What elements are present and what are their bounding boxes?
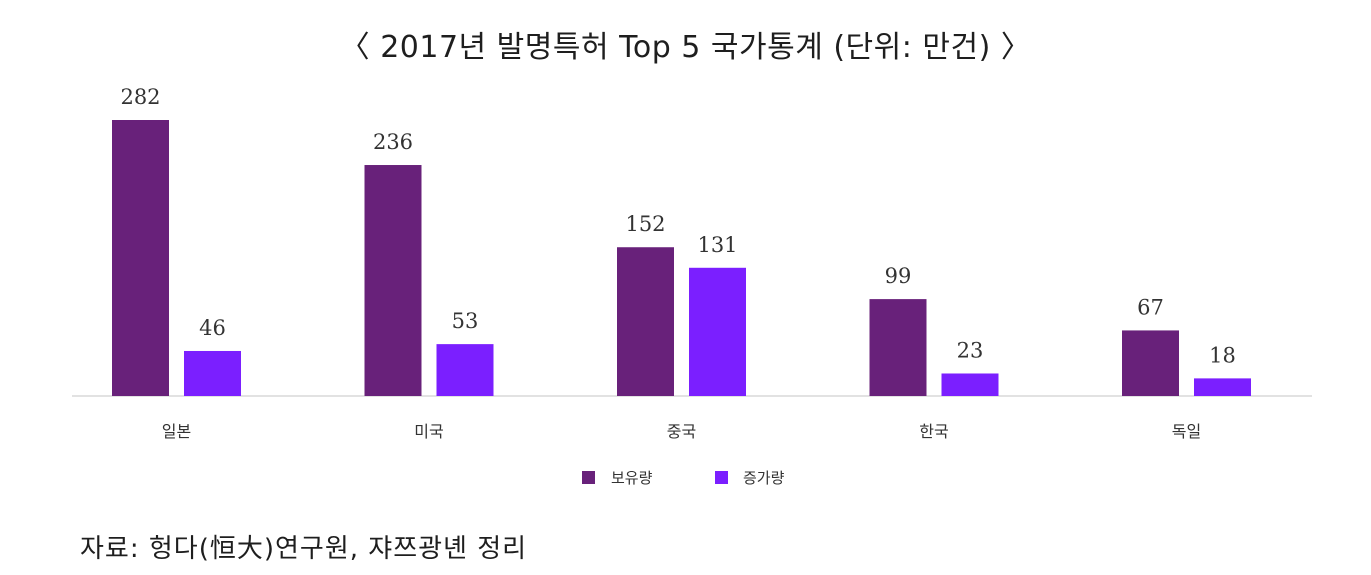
category-label: 중국 xyxy=(667,422,696,441)
bar-holding-0 xyxy=(112,120,169,396)
category-labels-group: 일본 미국 중국 한국 독일 xyxy=(162,422,1201,441)
value-label: 53 xyxy=(452,309,479,333)
value-label: 152 xyxy=(625,212,665,236)
category-label: 일본 xyxy=(162,422,191,441)
legend: 보유량 증가량 xyxy=(582,469,785,487)
legend-label: 증가량 xyxy=(743,469,785,487)
bar-increase-2 xyxy=(689,267,746,396)
value-label: 282 xyxy=(120,85,160,109)
value-labels-group: 282 46 236 53 152 131 99 23 67 18 xyxy=(120,85,1235,367)
bar-increase-3 xyxy=(941,373,999,396)
chart-title: 〈 2017년 발명특허 Top 5 국가통계 (단위: 만건) 〉 xyxy=(339,30,1032,65)
bar-holding-3 xyxy=(869,299,927,396)
value-label: 23 xyxy=(957,338,984,362)
legend-swatch xyxy=(582,471,595,484)
category-label: 독일 xyxy=(1172,422,1201,441)
bar-increase-1 xyxy=(436,344,494,396)
bar-increase-0 xyxy=(184,350,241,396)
category-label: 미국 xyxy=(414,422,443,441)
legend-label: 보유량 xyxy=(611,469,653,487)
value-label: 99 xyxy=(885,264,912,288)
value-label: 236 xyxy=(373,130,413,154)
bar-holding-1 xyxy=(364,165,422,396)
category-label: 한국 xyxy=(919,422,948,441)
value-label: 131 xyxy=(697,233,737,257)
bar-increase-4 xyxy=(1194,378,1251,396)
value-label: 46 xyxy=(199,316,226,340)
bar-holding-4 xyxy=(1122,330,1179,396)
bar-holding-2 xyxy=(617,247,674,396)
value-label: 67 xyxy=(1137,295,1164,319)
bars-group xyxy=(112,120,1251,396)
value-label: 18 xyxy=(1209,343,1236,367)
legend-swatch xyxy=(715,471,728,484)
source-note: 자료: 헝다(恒大)연구원, 쟈쯔광녠 정리 xyxy=(80,534,528,564)
